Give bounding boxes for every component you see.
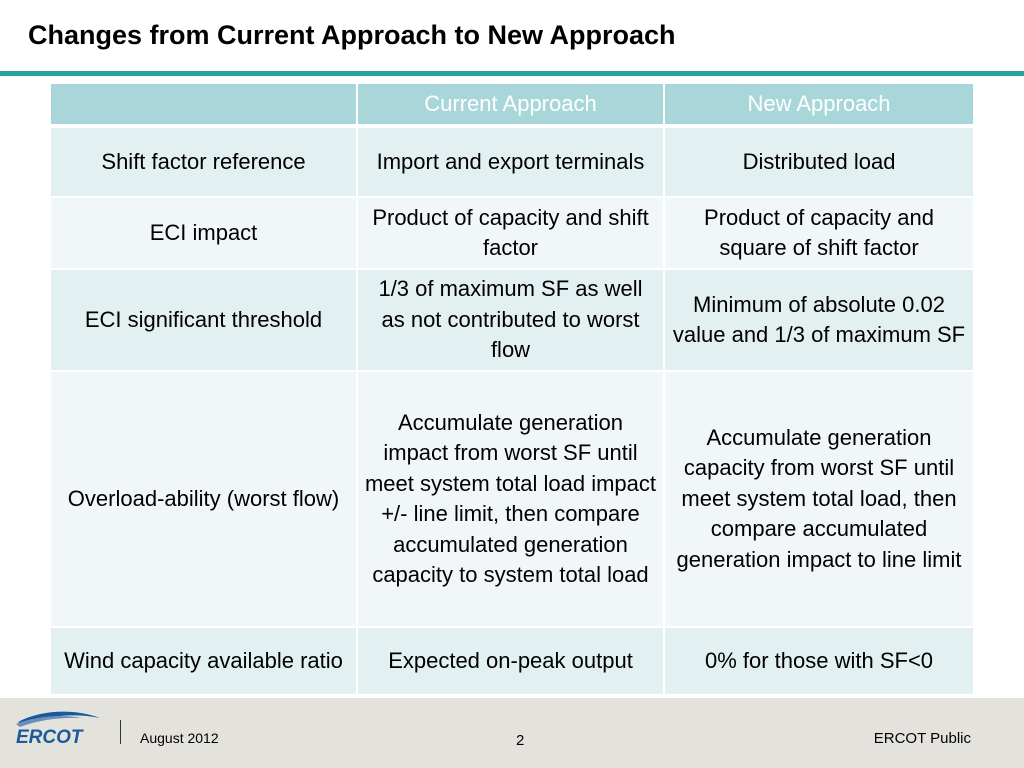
new-approach-cell: Minimum of absolute 0.02 value and 1/3 o… <box>665 270 973 372</box>
table-row: Overload-ability (worst flow) Accumulate… <box>51 372 973 628</box>
current-approach-cell: Accumulate generation impact from worst … <box>358 372 665 628</box>
row-label: ECI significant threshold <box>51 270 358 372</box>
page-number: 2 <box>516 732 525 749</box>
footer-divider <box>120 720 121 744</box>
new-approach-cell: 0% for those with SF<0 <box>665 628 973 696</box>
comparison-table: Current Approach New Approach Shift fact… <box>51 84 973 696</box>
header-new-approach: New Approach <box>665 84 973 128</box>
table-row: Wind capacity available ratio Expected o… <box>51 628 973 696</box>
row-label: ECI impact <box>51 198 358 270</box>
slide-footer: ERCOT August 2012 2 ERCOT Public <box>0 698 1024 768</box>
classification-label: ERCOT Public <box>873 730 971 747</box>
row-label: Shift factor reference <box>51 128 358 198</box>
comparison-table-container: Current Approach New Approach Shift fact… <box>51 84 973 696</box>
header-blank <box>51 84 358 128</box>
new-approach-cell: Distributed load <box>665 128 973 198</box>
current-approach-cell: Expected on-peak output <box>358 628 665 696</box>
row-label: Wind capacity available ratio <box>51 628 358 696</box>
new-approach-cell: Product of capacity and square of shift … <box>665 198 973 270</box>
logo-text: ERCOT <box>16 727 84 748</box>
table-row: ECI impact Product of capacity and shift… <box>51 198 973 270</box>
new-approach-cell: Accumulate generation capacity from wors… <box>665 372 973 628</box>
current-approach-cell: Import and export terminals <box>358 128 665 198</box>
title-divider <box>0 71 1024 76</box>
slide-title: Changes from Current Approach to New App… <box>28 20 676 50</box>
current-approach-cell: 1/3 of maximum SF as well as not contrib… <box>358 270 665 372</box>
current-approach-cell: Product of capacity and shift factor <box>358 198 665 270</box>
ercot-logo: ERCOT <box>16 711 100 748</box>
footer-date: August 2012 <box>140 730 219 746</box>
table-header-row: Current Approach New Approach <box>51 84 973 128</box>
row-label: Overload-ability (worst flow) <box>51 372 358 628</box>
table-row: ECI significant threshold 1/3 of maximum… <box>51 270 973 372</box>
header-current-approach: Current Approach <box>358 84 665 128</box>
table-row: Shift factor reference Import and export… <box>51 128 973 198</box>
